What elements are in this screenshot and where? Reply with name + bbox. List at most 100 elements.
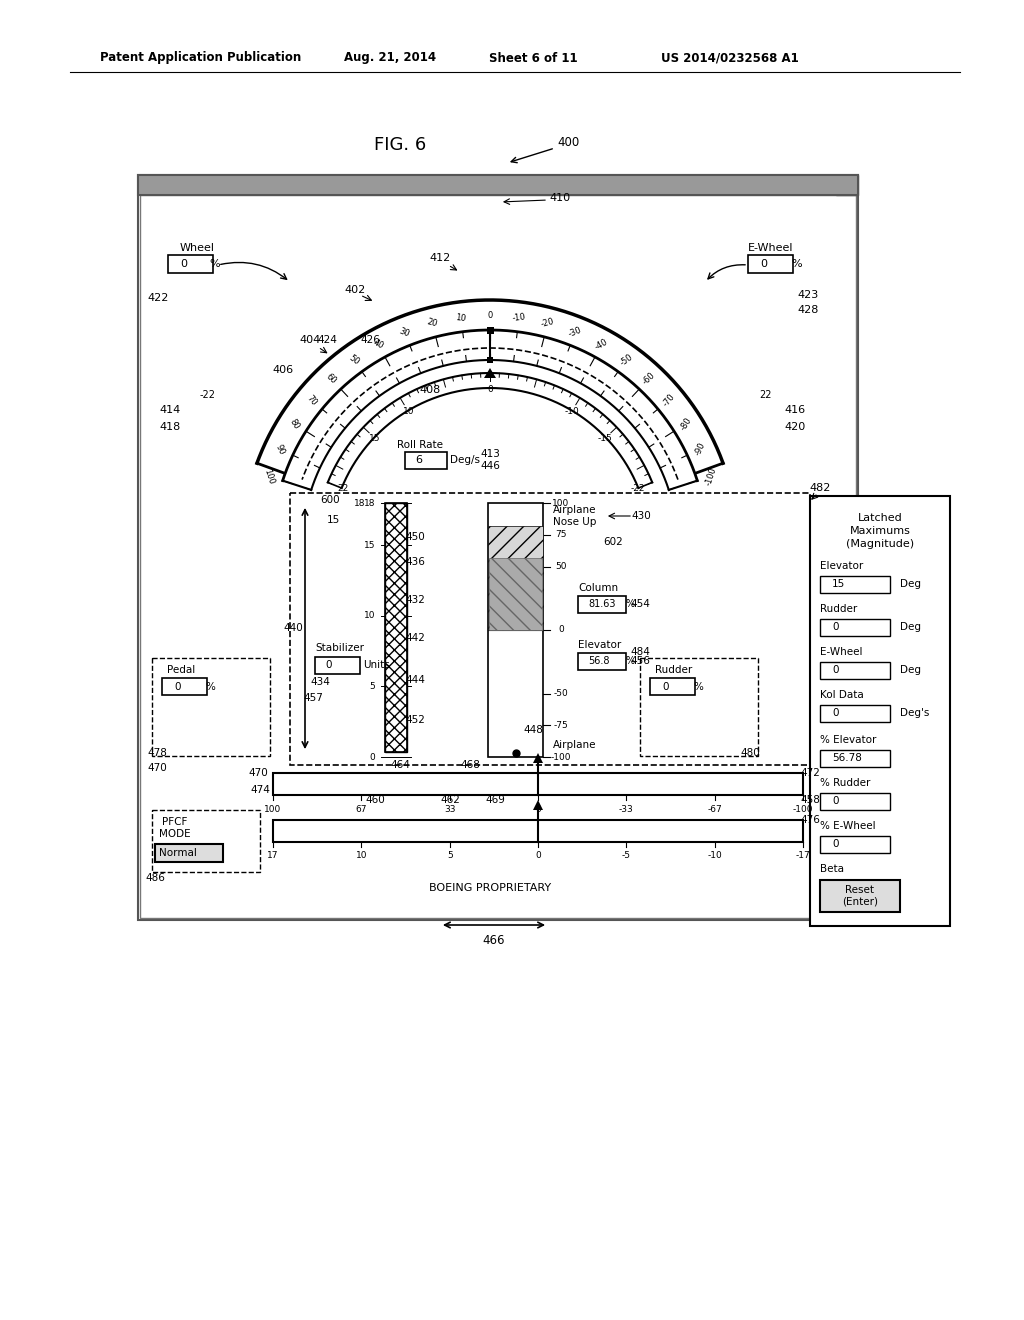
Text: 472: 472 <box>800 768 820 777</box>
Text: %: % <box>693 682 702 692</box>
Text: 400: 400 <box>557 136 580 149</box>
Text: 464: 464 <box>390 760 410 770</box>
Text: Patent Application Publication: Patent Application Publication <box>100 51 301 65</box>
Text: 448: 448 <box>523 725 543 735</box>
Text: 0: 0 <box>180 259 187 269</box>
Text: 0: 0 <box>174 682 180 692</box>
Text: 5: 5 <box>446 851 453 861</box>
Text: 20: 20 <box>426 318 438 329</box>
Text: 22: 22 <box>759 389 771 400</box>
Text: 456: 456 <box>630 656 650 667</box>
Bar <box>488 503 543 756</box>
Text: Deg: Deg <box>900 665 921 675</box>
Text: 0: 0 <box>536 804 541 813</box>
Text: Maximums: Maximums <box>850 525 910 536</box>
Bar <box>140 195 856 917</box>
Text: -22: -22 <box>630 484 645 492</box>
Bar <box>155 843 223 862</box>
Text: 468: 468 <box>460 760 480 770</box>
Text: Nose Up: Nose Up <box>553 517 596 527</box>
Text: 40: 40 <box>372 338 385 351</box>
Text: 60: 60 <box>325 372 338 385</box>
Text: 412: 412 <box>429 253 451 263</box>
Text: -40: -40 <box>594 338 610 352</box>
Text: 426: 426 <box>360 335 380 345</box>
Text: PFCF: PFCF <box>163 817 187 828</box>
Text: 0: 0 <box>662 682 669 692</box>
Text: Deg/s: Deg/s <box>450 455 480 465</box>
Text: 75: 75 <box>555 531 566 540</box>
Text: 90: 90 <box>273 442 287 455</box>
Text: 600: 600 <box>321 495 340 506</box>
Text: Roll Rate: Roll Rate <box>397 440 443 450</box>
Text: Normal: Normal <box>159 847 197 858</box>
Text: % Elevator: % Elevator <box>820 735 877 744</box>
Text: 70: 70 <box>304 393 318 407</box>
Text: -80: -80 <box>679 416 693 432</box>
Text: 10: 10 <box>455 313 467 323</box>
Bar <box>820 836 890 853</box>
Text: 462: 462 <box>440 795 460 805</box>
Text: E-Wheel: E-Wheel <box>748 243 794 253</box>
Text: 418: 418 <box>160 422 180 432</box>
Text: Wheel: Wheel <box>180 243 215 253</box>
Bar <box>152 657 270 756</box>
Text: Elevator: Elevator <box>578 640 622 649</box>
Text: 436: 436 <box>406 557 425 568</box>
Text: 6: 6 <box>415 455 422 465</box>
Text: FIG. 6: FIG. 6 <box>374 136 426 154</box>
Text: 404: 404 <box>299 335 321 345</box>
Text: 430: 430 <box>631 511 651 521</box>
Bar <box>290 492 810 766</box>
Bar <box>138 176 858 195</box>
Bar <box>315 657 360 675</box>
Text: 100: 100 <box>262 467 276 486</box>
Text: Stabilizer: Stabilizer <box>315 643 364 653</box>
Text: 15: 15 <box>364 541 375 550</box>
Text: 10: 10 <box>364 611 375 620</box>
Text: 0: 0 <box>558 626 564 635</box>
Text: 486: 486 <box>145 873 165 883</box>
Text: %: % <box>210 259 220 269</box>
Text: Elevator: Elevator <box>820 561 863 572</box>
Text: Latched: Latched <box>858 513 902 523</box>
Text: 5: 5 <box>370 682 375 690</box>
Bar <box>810 496 950 927</box>
Text: Kol Data: Kol Data <box>820 690 864 700</box>
Text: 423: 423 <box>798 290 818 300</box>
Text: -22: -22 <box>200 389 216 400</box>
Text: 10: 10 <box>355 851 367 861</box>
Text: -30: -30 <box>567 326 584 339</box>
Text: Pedal: Pedal <box>167 665 196 675</box>
Bar <box>820 576 890 593</box>
Bar <box>748 255 793 273</box>
Text: -15: -15 <box>598 434 612 442</box>
Bar <box>488 527 543 630</box>
Text: 446: 446 <box>480 461 500 471</box>
Text: 0: 0 <box>831 796 839 807</box>
Text: 450: 450 <box>406 532 425 543</box>
Text: 18: 18 <box>364 499 375 507</box>
Text: Rudder: Rudder <box>655 665 692 675</box>
Text: 458: 458 <box>800 795 820 805</box>
Text: 469: 469 <box>485 795 505 805</box>
Text: -67: -67 <box>708 804 722 813</box>
Text: 440: 440 <box>283 623 303 634</box>
Text: 466: 466 <box>482 933 505 946</box>
Text: 15: 15 <box>370 434 381 442</box>
Text: 406: 406 <box>272 366 294 375</box>
Bar <box>406 451 447 469</box>
Text: Deg: Deg <box>900 579 921 589</box>
Text: 470: 470 <box>147 763 167 774</box>
Text: 442: 442 <box>406 634 425 643</box>
Text: 414: 414 <box>160 405 180 414</box>
Bar <box>487 356 493 363</box>
Text: 67: 67 <box>355 804 367 813</box>
Text: 100: 100 <box>264 804 282 813</box>
Text: 476: 476 <box>800 814 820 825</box>
Text: 428: 428 <box>798 305 818 315</box>
Bar <box>489 558 542 630</box>
Text: 15: 15 <box>327 515 340 525</box>
Text: 413: 413 <box>480 449 500 459</box>
Text: Units: Units <box>362 660 390 671</box>
